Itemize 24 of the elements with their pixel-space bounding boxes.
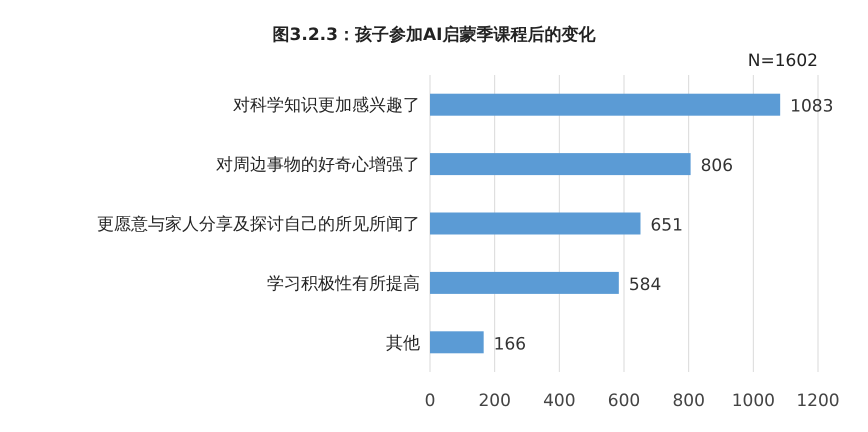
x-tick-label: 0 (424, 391, 436, 411)
x-tick-label: 600 (608, 391, 640, 411)
x-tick-label: 200 (478, 391, 511, 411)
data-label: 166 (494, 334, 526, 354)
y-tick-label: 学习积极性有所提高 (267, 274, 420, 294)
x-tick-label: 1000 (732, 391, 775, 411)
y-tick-label: 其他 (386, 333, 420, 354)
y-tick-label: 对周边事物的好奇心增强了 (216, 155, 420, 176)
data-label: 651 (650, 216, 683, 236)
bar (430, 94, 780, 116)
data-label: 1083 (790, 96, 834, 117)
data-label: 584 (628, 274, 662, 295)
y-tick-label: 对科学知识更加感兴趣了 (233, 96, 420, 116)
bar (430, 212, 640, 234)
x-tick-label: 800 (672, 391, 705, 411)
bar (430, 331, 484, 354)
bar (430, 272, 619, 294)
text: N=1602 (748, 51, 818, 71)
chart-title: 图3.2.3：孩子参加AI启蒙季课程后的变化 (272, 25, 596, 45)
y-tick-label: 更愿意与家人分享及探讨自己的所见所闻了 (97, 214, 420, 234)
bar (430, 153, 691, 176)
data-label: 806 (700, 156, 734, 176)
x-tick-label: 1200 (796, 391, 840, 411)
x-tick-label: 400 (543, 391, 576, 411)
